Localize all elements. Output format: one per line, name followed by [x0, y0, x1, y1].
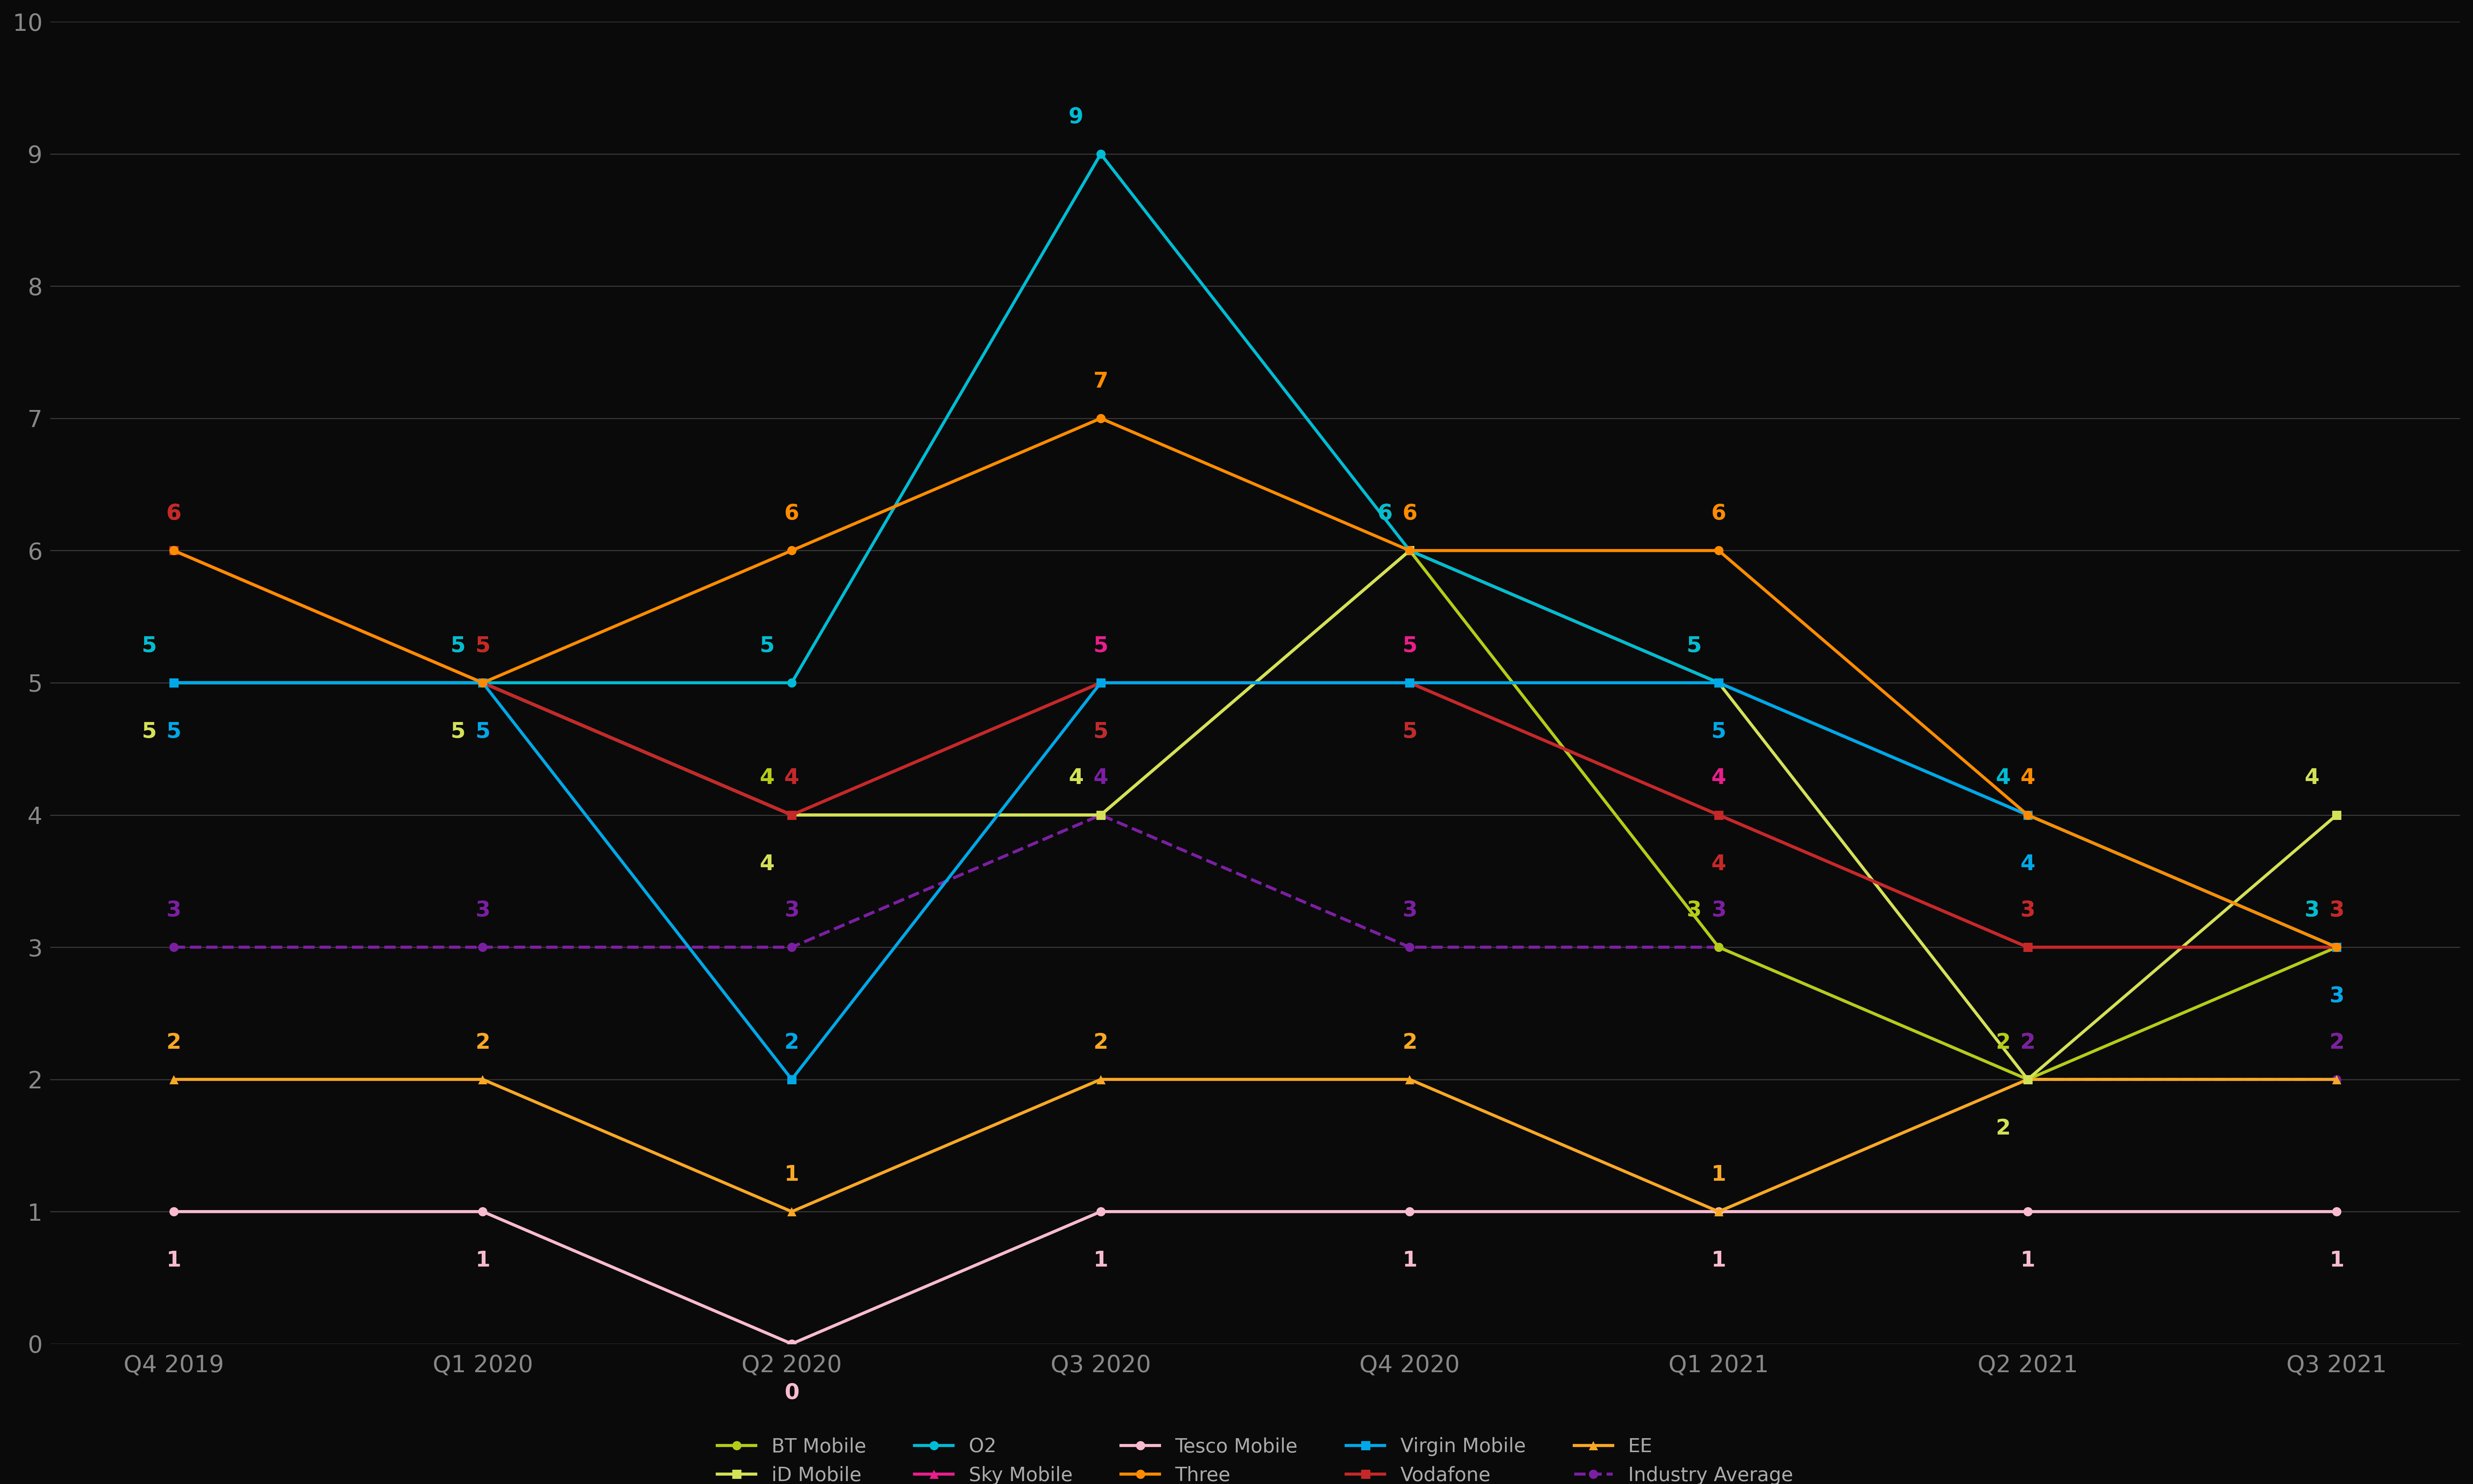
Text: 1: 1	[1711, 1250, 1726, 1272]
Text: 1: 1	[2020, 1250, 2035, 1272]
Text: 5: 5	[450, 721, 465, 742]
Text: 1: 1	[784, 1165, 799, 1186]
Text: 1: 1	[1711, 1165, 1726, 1186]
Text: 5: 5	[475, 721, 490, 742]
Text: 4: 4	[1996, 767, 2011, 788]
Text: 1: 1	[2330, 1250, 2344, 1272]
Text: 1: 1	[166, 1250, 181, 1272]
Text: 5: 5	[450, 635, 465, 656]
Text: 3: 3	[2330, 899, 2344, 920]
Text: 5: 5	[141, 635, 156, 656]
Text: 1: 1	[1093, 1250, 1108, 1272]
Text: 5: 5	[1711, 721, 1726, 742]
Text: 5: 5	[475, 635, 490, 656]
Text: 2: 2	[784, 1031, 799, 1054]
Text: 5: 5	[475, 721, 490, 742]
Text: 2: 2	[1402, 1031, 1417, 1054]
Text: 3: 3	[2330, 985, 2344, 1006]
Text: 3: 3	[784, 899, 799, 920]
Text: 2: 2	[2020, 1031, 2035, 1054]
Text: 1: 1	[1402, 1250, 1417, 1272]
Text: 5: 5	[1687, 635, 1701, 656]
Text: 6: 6	[784, 503, 799, 524]
Text: 4: 4	[2020, 767, 2035, 788]
Text: 4: 4	[759, 767, 774, 788]
Text: 4: 4	[2305, 767, 2320, 788]
Text: 5: 5	[759, 635, 774, 656]
Text: 4: 4	[1711, 767, 1726, 788]
Text: 2: 2	[2020, 1031, 2035, 1054]
Text: 4: 4	[759, 853, 774, 874]
Text: 7: 7	[1093, 371, 1108, 392]
Text: 3: 3	[1687, 899, 1701, 920]
Text: 2: 2	[1093, 1031, 1108, 1054]
Text: 5: 5	[1402, 721, 1417, 742]
Text: 4: 4	[2020, 853, 2035, 874]
Text: 4: 4	[784, 767, 799, 788]
Text: 3: 3	[2330, 985, 2344, 1006]
Text: 5: 5	[1093, 721, 1108, 742]
Text: 5: 5	[141, 635, 156, 656]
Text: 3: 3	[2020, 899, 2035, 920]
Text: 6: 6	[1377, 503, 1392, 524]
Text: 4: 4	[1093, 767, 1108, 788]
Text: 6: 6	[166, 503, 181, 524]
Text: 5: 5	[1093, 721, 1108, 742]
Text: 3: 3	[2020, 899, 2035, 920]
Text: 5: 5	[1402, 721, 1417, 742]
Text: 4: 4	[784, 767, 799, 788]
Text: 4: 4	[1068, 767, 1083, 788]
Text: 2: 2	[2330, 1031, 2344, 1054]
Text: 6: 6	[1402, 503, 1417, 524]
Text: 5: 5	[166, 721, 181, 742]
Text: 3: 3	[1402, 899, 1417, 920]
Text: 2: 2	[1996, 1031, 2011, 1054]
Text: 2: 2	[166, 1031, 181, 1054]
Text: 9: 9	[1068, 107, 1083, 128]
Text: 5: 5	[1402, 635, 1417, 656]
Text: 5: 5	[1687, 635, 1701, 656]
Text: 5: 5	[1093, 635, 1108, 656]
Text: 5: 5	[141, 721, 156, 742]
Text: 3: 3	[2305, 899, 2320, 920]
Text: 2: 2	[475, 1031, 490, 1054]
Text: 6: 6	[1377, 503, 1392, 524]
Text: 6: 6	[166, 503, 181, 524]
Text: 3: 3	[2330, 899, 2344, 920]
Text: 4: 4	[1711, 853, 1726, 874]
Text: 3: 3	[166, 899, 181, 920]
Text: 2: 2	[2330, 1031, 2344, 1054]
Text: 5: 5	[450, 635, 465, 656]
Text: 0: 0	[784, 1383, 799, 1404]
Text: 6: 6	[1377, 503, 1392, 524]
Legend: BT Mobile, iD Mobile, O2, Sky Mobile, Tesco Mobile, Three, Virgin Mobile, Vodafo: BT Mobile, iD Mobile, O2, Sky Mobile, Te…	[710, 1429, 1800, 1484]
Text: 6: 6	[166, 503, 181, 524]
Text: 4: 4	[1068, 767, 1083, 788]
Text: 1: 1	[475, 1250, 490, 1272]
Text: 6: 6	[1711, 503, 1726, 524]
Text: 5: 5	[475, 635, 490, 656]
Text: 2: 2	[1996, 1117, 2011, 1138]
Text: 3: 3	[475, 899, 490, 920]
Text: 3: 3	[1711, 899, 1726, 920]
Text: 3: 3	[2305, 899, 2320, 920]
